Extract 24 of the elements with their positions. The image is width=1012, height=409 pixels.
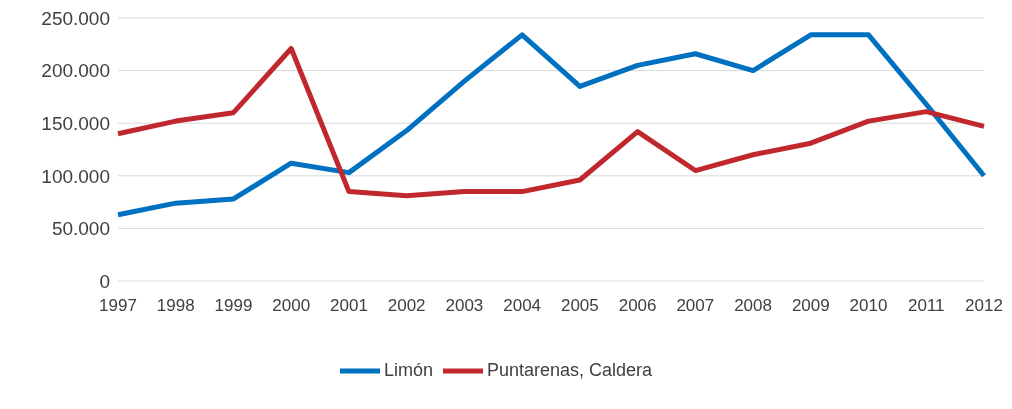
y-tick-label: 0 xyxy=(99,270,110,292)
x-tick-label: 2002 xyxy=(387,296,426,316)
legend-label: Puntarenas, Caldera xyxy=(486,359,653,380)
x-tick-label: 1998 xyxy=(156,296,195,316)
x-tick-label: 2004 xyxy=(503,296,542,316)
x-tick-label: 2008 xyxy=(734,296,772,316)
x-tick-label: 2001 xyxy=(330,296,368,316)
x-tick-label: 2010 xyxy=(849,296,888,316)
x-tick-label: 2007 xyxy=(676,296,715,316)
x-tick-label: 2003 xyxy=(445,296,484,316)
y-tick-label: 100.000 xyxy=(41,165,110,187)
x-tick-label: 1997 xyxy=(99,296,137,316)
y-tick-label: 250.000 xyxy=(41,7,110,29)
x-tick-label: 2006 xyxy=(618,296,657,316)
y-tick-label: 200.000 xyxy=(41,60,110,82)
x-tick-label: 2000 xyxy=(272,296,311,316)
x-tick-label: 2009 xyxy=(791,296,830,316)
x-tick-label: 1999 xyxy=(214,296,253,316)
legend-label: Limón xyxy=(383,359,433,380)
x-tick-label: 2011 xyxy=(907,296,945,316)
x-tick-label: 2005 xyxy=(560,296,599,316)
y-tick-label: 50.000 xyxy=(51,218,110,240)
y-tick-label: 150.000 xyxy=(41,112,110,134)
x-tick-label: 2012 xyxy=(965,296,1003,316)
